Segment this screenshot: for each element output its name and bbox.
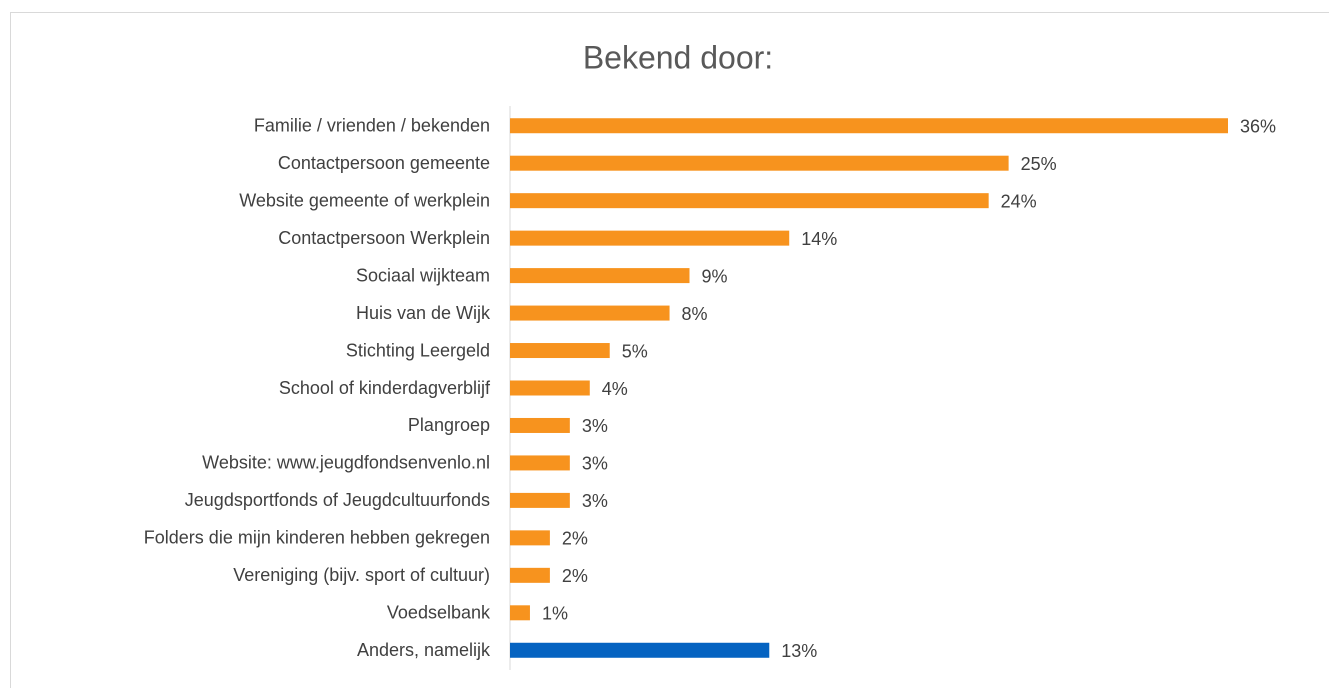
y-tick-label: Voedselbank [387,603,491,623]
value-label: 9% [702,266,728,286]
y-tick-label: Contactpersoon Werkplein [278,228,490,248]
bar [510,567,550,583]
bar [510,530,550,546]
value-label: 24% [1001,191,1037,211]
value-label: 36% [1240,116,1276,136]
y-tick-label: Plangroep [408,415,490,435]
y-tick-label: Stichting Leergeld [346,340,490,360]
bar [510,193,989,209]
bar [510,118,1228,134]
y-tick-label: Huis van de Wijk [356,303,491,323]
bar [510,305,670,321]
y-tick-label: Jeugdsportfonds of Jeugdcultuurfonds [185,490,490,510]
y-tick-label: Website: www.jeugdfondsenvenlo.nl [202,453,490,473]
chart-frame [10,12,1329,688]
y-tick-label: Contactpersoon gemeente [278,153,490,173]
bar [510,417,570,433]
value-label: 13% [781,641,817,661]
y-tick-label: Sociaal wijkteam [356,265,490,285]
value-label: 8% [682,304,708,324]
value-label: 3% [582,491,608,511]
y-tick-label: Vereniging (bijv. sport of cultuur) [233,565,490,585]
bar [510,380,590,396]
y-tick-label: Website gemeente of werkplein [239,190,490,210]
bar [510,268,690,284]
value-label: 1% [542,604,568,624]
value-label: 14% [801,229,837,249]
value-label: 25% [1021,154,1057,174]
y-tick-label: Anders, namelijk [357,640,491,660]
bar [510,642,770,658]
value-label: 5% [622,341,648,361]
y-tick-label: Folders die mijn kinderen hebben gekrege… [144,528,490,548]
value-label: 3% [582,454,608,474]
value-label: 2% [562,566,588,586]
bar [510,155,1009,171]
bar [510,492,570,508]
value-label: 4% [602,379,628,399]
y-tick-label: Familie / vrienden / bekenden [254,115,490,135]
chart-title: Bekend door: [583,39,773,75]
bar [510,605,530,621]
bar [510,230,790,246]
value-label: 2% [562,529,588,549]
value-label: 3% [582,416,608,436]
bar [510,343,610,359]
bar [510,455,570,471]
y-tick-label: School of kinderdagverblijf [279,378,491,398]
